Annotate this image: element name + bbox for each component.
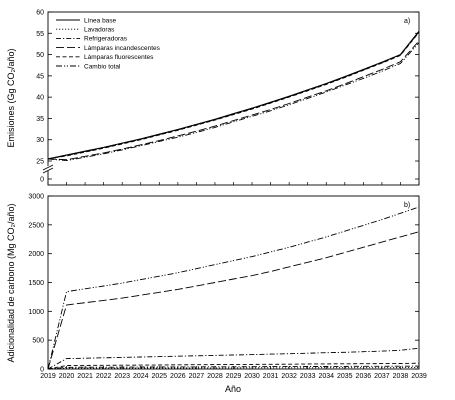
series-line-b-1 bbox=[47, 367, 419, 370]
series-line-6 bbox=[47, 42, 420, 162]
x-tick-label: 2021 bbox=[77, 373, 93, 380]
axis-break-mark bbox=[42, 167, 54, 174]
series-line-b-4 bbox=[47, 362, 420, 370]
panel-b-ylabel: Adicionalidad de carbono (Mg CO₂/año) bbox=[6, 203, 16, 362]
y-tick-label: 25 bbox=[36, 159, 44, 166]
axis-break-gap bbox=[43, 166, 53, 171]
y-tick-label: 35 bbox=[36, 116, 44, 123]
y-tick-label: 1000 bbox=[28, 309, 44, 316]
panel-b-frame bbox=[47, 195, 420, 370]
legend-entry: Refrigeradoras bbox=[84, 36, 128, 43]
x-tick-label: 2031 bbox=[263, 373, 279, 380]
x-tick-label: 2019 bbox=[40, 373, 56, 380]
legend-entry: Cambio total bbox=[84, 63, 121, 70]
x-tick-label: 2026 bbox=[170, 373, 186, 380]
x-tick-label: 2039 bbox=[411, 373, 427, 380]
legend: Línea base Lavadoras Refrigeradoras Lámpara… bbox=[56, 17, 161, 70]
panel-b-label: b) bbox=[404, 202, 410, 209]
x-tick-label: 2037 bbox=[374, 373, 390, 380]
series-line-b-5 bbox=[47, 206, 420, 370]
x-tick-label: 2020 bbox=[59, 373, 75, 380]
x-tick-label: 2035 bbox=[337, 373, 353, 380]
legend-entry: Lámparas fluorescentes bbox=[84, 54, 154, 61]
y-tick-label: 45 bbox=[36, 73, 44, 80]
y-tick-label: 30 bbox=[36, 137, 44, 144]
x-tick-label: 2022 bbox=[96, 373, 112, 380]
series-line-4 bbox=[47, 40, 420, 161]
x-tick-label: 2027 bbox=[189, 373, 205, 380]
x-tick-label: 2036 bbox=[356, 373, 372, 380]
legend-entry: Lámparas incandescentes bbox=[84, 45, 161, 52]
axis-break-mark bbox=[42, 164, 54, 171]
legend-entry: Línea base bbox=[84, 17, 117, 24]
panel-a-label: a) bbox=[404, 18, 410, 25]
y-tick-label: 500 bbox=[32, 338, 44, 345]
y-tick-label: 40 bbox=[36, 95, 44, 102]
series-line-5 bbox=[47, 32, 420, 160]
x-tick-label: 2024 bbox=[133, 373, 149, 380]
y-tick-label: 60 bbox=[36, 10, 44, 17]
series-line-b-2 bbox=[47, 365, 420, 370]
panel-b: 0 500 1000 1500 2000 2500 3000 2019 2020 2021 2022… bbox=[6, 194, 427, 395]
x-tick-label: 2038 bbox=[393, 373, 409, 380]
panel-a-ylabel: Emisiones (Gg CO₂/año) bbox=[6, 48, 16, 147]
x-tick-label: 2030 bbox=[244, 373, 260, 380]
x-tick-label: 2034 bbox=[318, 373, 334, 380]
y-tick-label: 0 bbox=[40, 177, 44, 184]
panel-a: 0 25 30 35 40 45 50 55 60 a) Línea base Lavadoras… bbox=[6, 10, 420, 186]
x-tick-label: 2033 bbox=[300, 373, 316, 380]
y-tick-label: 0 bbox=[40, 367, 44, 374]
y-tick-label: 2500 bbox=[28, 222, 44, 229]
x-tick-label: 2025 bbox=[152, 373, 168, 380]
x-tick-label: 2023 bbox=[114, 373, 130, 380]
y-tick-label: 50 bbox=[36, 52, 44, 59]
y-tick-label: 3000 bbox=[28, 194, 44, 201]
series-line-b-3 bbox=[47, 231, 420, 370]
x-tick-label: 2032 bbox=[281, 373, 297, 380]
x-axis-title: Año bbox=[225, 384, 241, 394]
y-tick-label: 1500 bbox=[28, 280, 44, 287]
y-tick-label: 55 bbox=[36, 31, 44, 38]
legend-entry: Lavadoras bbox=[84, 27, 115, 34]
x-tick-label: 2029 bbox=[226, 373, 242, 380]
series-line-b-6 bbox=[47, 347, 420, 370]
x-tick-label: 2028 bbox=[207, 373, 223, 380]
y-tick-label: 2000 bbox=[28, 251, 44, 258]
